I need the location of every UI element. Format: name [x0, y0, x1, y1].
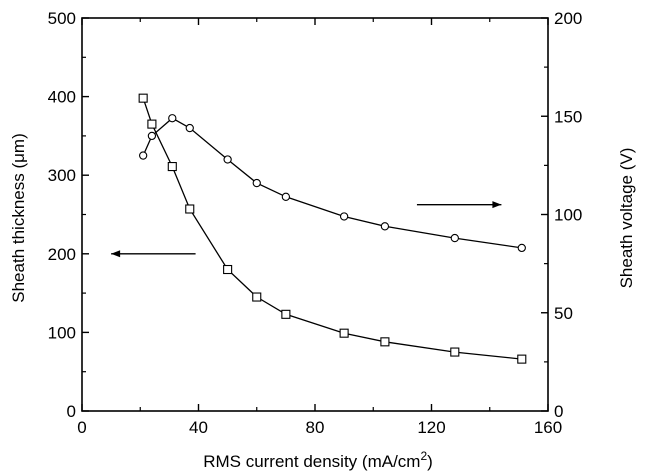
x-tick-label: 0 [77, 418, 86, 437]
data-point-square [339, 328, 349, 338]
data-point-square [450, 347, 460, 357]
x-tick-label: 160 [534, 418, 562, 437]
data-point-square [517, 354, 527, 364]
data-point-square [223, 264, 233, 275]
y-left-tick-label: 0 [67, 402, 76, 421]
annotation-arrowhead-right [492, 201, 502, 209]
y-axis-title-left: Sheath thickness (μm) [9, 133, 28, 302]
x-axis-title: RMS current density (mA/cm2) [203, 449, 433, 471]
data-point-circle [252, 178, 261, 188]
data-point-circle [380, 222, 390, 231]
y-right-tick-label: 0 [554, 402, 563, 421]
data-point-circle [168, 114, 177, 123]
y-axis-title-right: Sheath voltage (V) [617, 148, 636, 289]
y-left-tick-label: 100 [48, 323, 76, 342]
data-point-circle [339, 212, 349, 221]
data-point-square [167, 162, 177, 172]
data-point-circle [147, 131, 157, 141]
data-point-square [281, 309, 291, 319]
data-point-circle [281, 192, 291, 201]
y-left-tick-label: 400 [48, 88, 76, 107]
data-point-circle [450, 233, 459, 243]
y-left-tick-label: 500 [48, 9, 76, 28]
data-point-circle [517, 243, 526, 253]
x-tick-label: 120 [417, 418, 445, 437]
y-left-tick-label: 200 [48, 245, 76, 264]
y-left-tick-label: 300 [48, 166, 76, 185]
series-line-2 [142, 117, 522, 249]
x-tick-label: 40 [189, 418, 208, 437]
data-point-circle [139, 151, 148, 160]
data-point-square [252, 292, 262, 302]
data-point-square [138, 93, 148, 103]
y-right-tick-label: 200 [554, 9, 582, 28]
y-right-tick-label: 150 [554, 107, 582, 126]
plot-frame [81, 17, 549, 412]
y-right-tick-label: 50 [554, 304, 573, 323]
data-point-square [147, 119, 157, 129]
data-point-circle [185, 123, 194, 133]
x-tick-label: 80 [306, 418, 325, 437]
annotation-arrowhead-left [111, 250, 121, 258]
y-right-tick-label: 100 [554, 206, 582, 225]
data-point-square [380, 337, 390, 347]
data-point-circle [223, 155, 232, 164]
data-point-square [185, 204, 195, 214]
